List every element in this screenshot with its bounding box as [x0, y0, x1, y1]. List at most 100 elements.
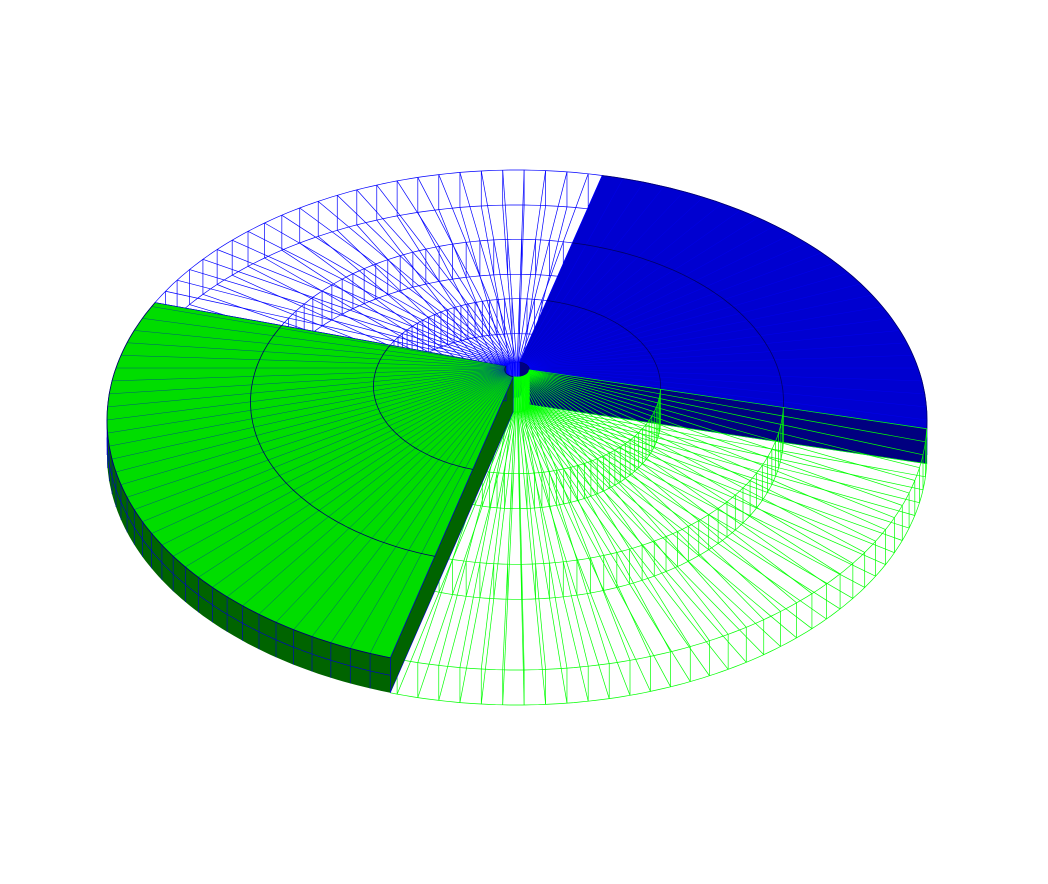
radial-edge: [311, 375, 512, 637]
radial-edge: [519, 178, 624, 363]
radial-edge: [529, 368, 925, 395]
radial-wire: [177, 279, 507, 366]
radial-edge: [112, 368, 505, 382]
radial-edge: [107, 369, 505, 434]
radial-wire: [528, 372, 895, 519]
radial-edge: [212, 374, 509, 588]
radial-edge: [369, 376, 513, 654]
radial-edge: [521, 186, 665, 363]
radial-edge: [198, 374, 508, 578]
ring-edge: [373, 344, 473, 470]
radial-edge: [525, 233, 792, 365]
ring-wire: [154, 204, 603, 338]
ring-edge: [546, 300, 661, 390]
radial-wire: [520, 376, 631, 661]
radial-edge: [151, 306, 507, 367]
radial-wire: [529, 404, 927, 465]
radial-edge: [330, 376, 512, 643]
radial-edge: [527, 283, 861, 366]
radial-wire: [520, 411, 651, 692]
radial-wire: [529, 369, 927, 430]
radial-edge: [528, 330, 900, 368]
radial-edge: [106, 369, 505, 421]
radial-edge: [521, 191, 684, 363]
radial-wire: [527, 407, 876, 577]
radial-edge: [275, 375, 510, 623]
radial-wire: [459, 207, 516, 398]
radial-edge: [127, 342, 506, 368]
radial-wire: [281, 214, 511, 364]
radial-wire: [520, 411, 631, 696]
ring-wire: [472, 389, 661, 475]
radial-wire: [527, 408, 865, 588]
radial-edge: [293, 375, 511, 630]
radial-edge: [528, 318, 892, 367]
radial-wire: [517, 412, 546, 705]
radial-wire: [502, 412, 517, 705]
radial-wire: [522, 410, 710, 676]
radial-wire: [502, 170, 517, 363]
radial-wire: [526, 373, 854, 564]
radial-edge: [526, 262, 836, 366]
radial-wire: [524, 410, 781, 647]
radial-wire: [516, 377, 525, 670]
radial-edge: [142, 372, 506, 522]
radial-edge: [526, 272, 849, 366]
radial-edge: [134, 372, 506, 510]
radial-edge: [142, 318, 506, 367]
radial-wire: [529, 370, 924, 456]
disk-mesh: [106, 169, 928, 706]
radial-wire: [527, 372, 886, 530]
radial-edge: [126, 371, 506, 498]
radial-edge: [242, 374, 509, 606]
radial-edge: [527, 294, 873, 367]
radial-wire: [217, 249, 509, 365]
radial-wire: [417, 411, 515, 698]
radial-wire: [526, 374, 827, 585]
radial-wire: [519, 411, 610, 699]
ring-wire: [390, 463, 928, 706]
radial-wire: [438, 174, 515, 363]
radial-edge: [524, 225, 776, 364]
radial-wire: [527, 372, 876, 542]
radial-wire: [518, 411, 589, 702]
radial-edge: [120, 371, 506, 485]
radial-edge: [226, 374, 509, 597]
radial-edge: [529, 368, 927, 408]
radial-wire: [523, 375, 747, 628]
radial-edge: [173, 373, 507, 557]
radial-edge: [523, 210, 741, 364]
radial-wire: [518, 376, 568, 669]
radial-wire: [518, 171, 568, 363]
radial-wire: [396, 411, 514, 695]
radial-wire: [528, 370, 920, 469]
radial-wire: [528, 406, 910, 529]
radial-edge: [527, 306, 883, 367]
radial-edge: [185, 373, 508, 568]
radial-wire: [528, 405, 920, 504]
radial-edge: [528, 342, 907, 368]
radial-edge: [390, 376, 514, 658]
radial-wire: [519, 376, 610, 664]
radial-wire: [318, 201, 512, 364]
ring-wire: [434, 442, 784, 600]
radial-wire: [517, 170, 546, 363]
radial-wire: [529, 369, 926, 443]
radial-wire: [480, 170, 517, 363]
radial-wire: [528, 406, 915, 516]
radial-edge: [519, 175, 603, 363]
radial-edge: [525, 242, 808, 365]
radial-wire: [525, 409, 797, 639]
radial-wire: [459, 172, 516, 363]
ring-edge: [250, 325, 435, 557]
radial-wire: [528, 407, 895, 554]
radial-edge: [520, 182, 644, 363]
radial-wire: [524, 410, 764, 655]
radial-edge: [151, 372, 507, 534]
ring-edge: [504, 365, 514, 378]
ring-wire: [154, 169, 603, 303]
radial-edge: [350, 376, 513, 649]
radial-wire: [396, 180, 514, 363]
wall-ring: [106, 437, 391, 676]
